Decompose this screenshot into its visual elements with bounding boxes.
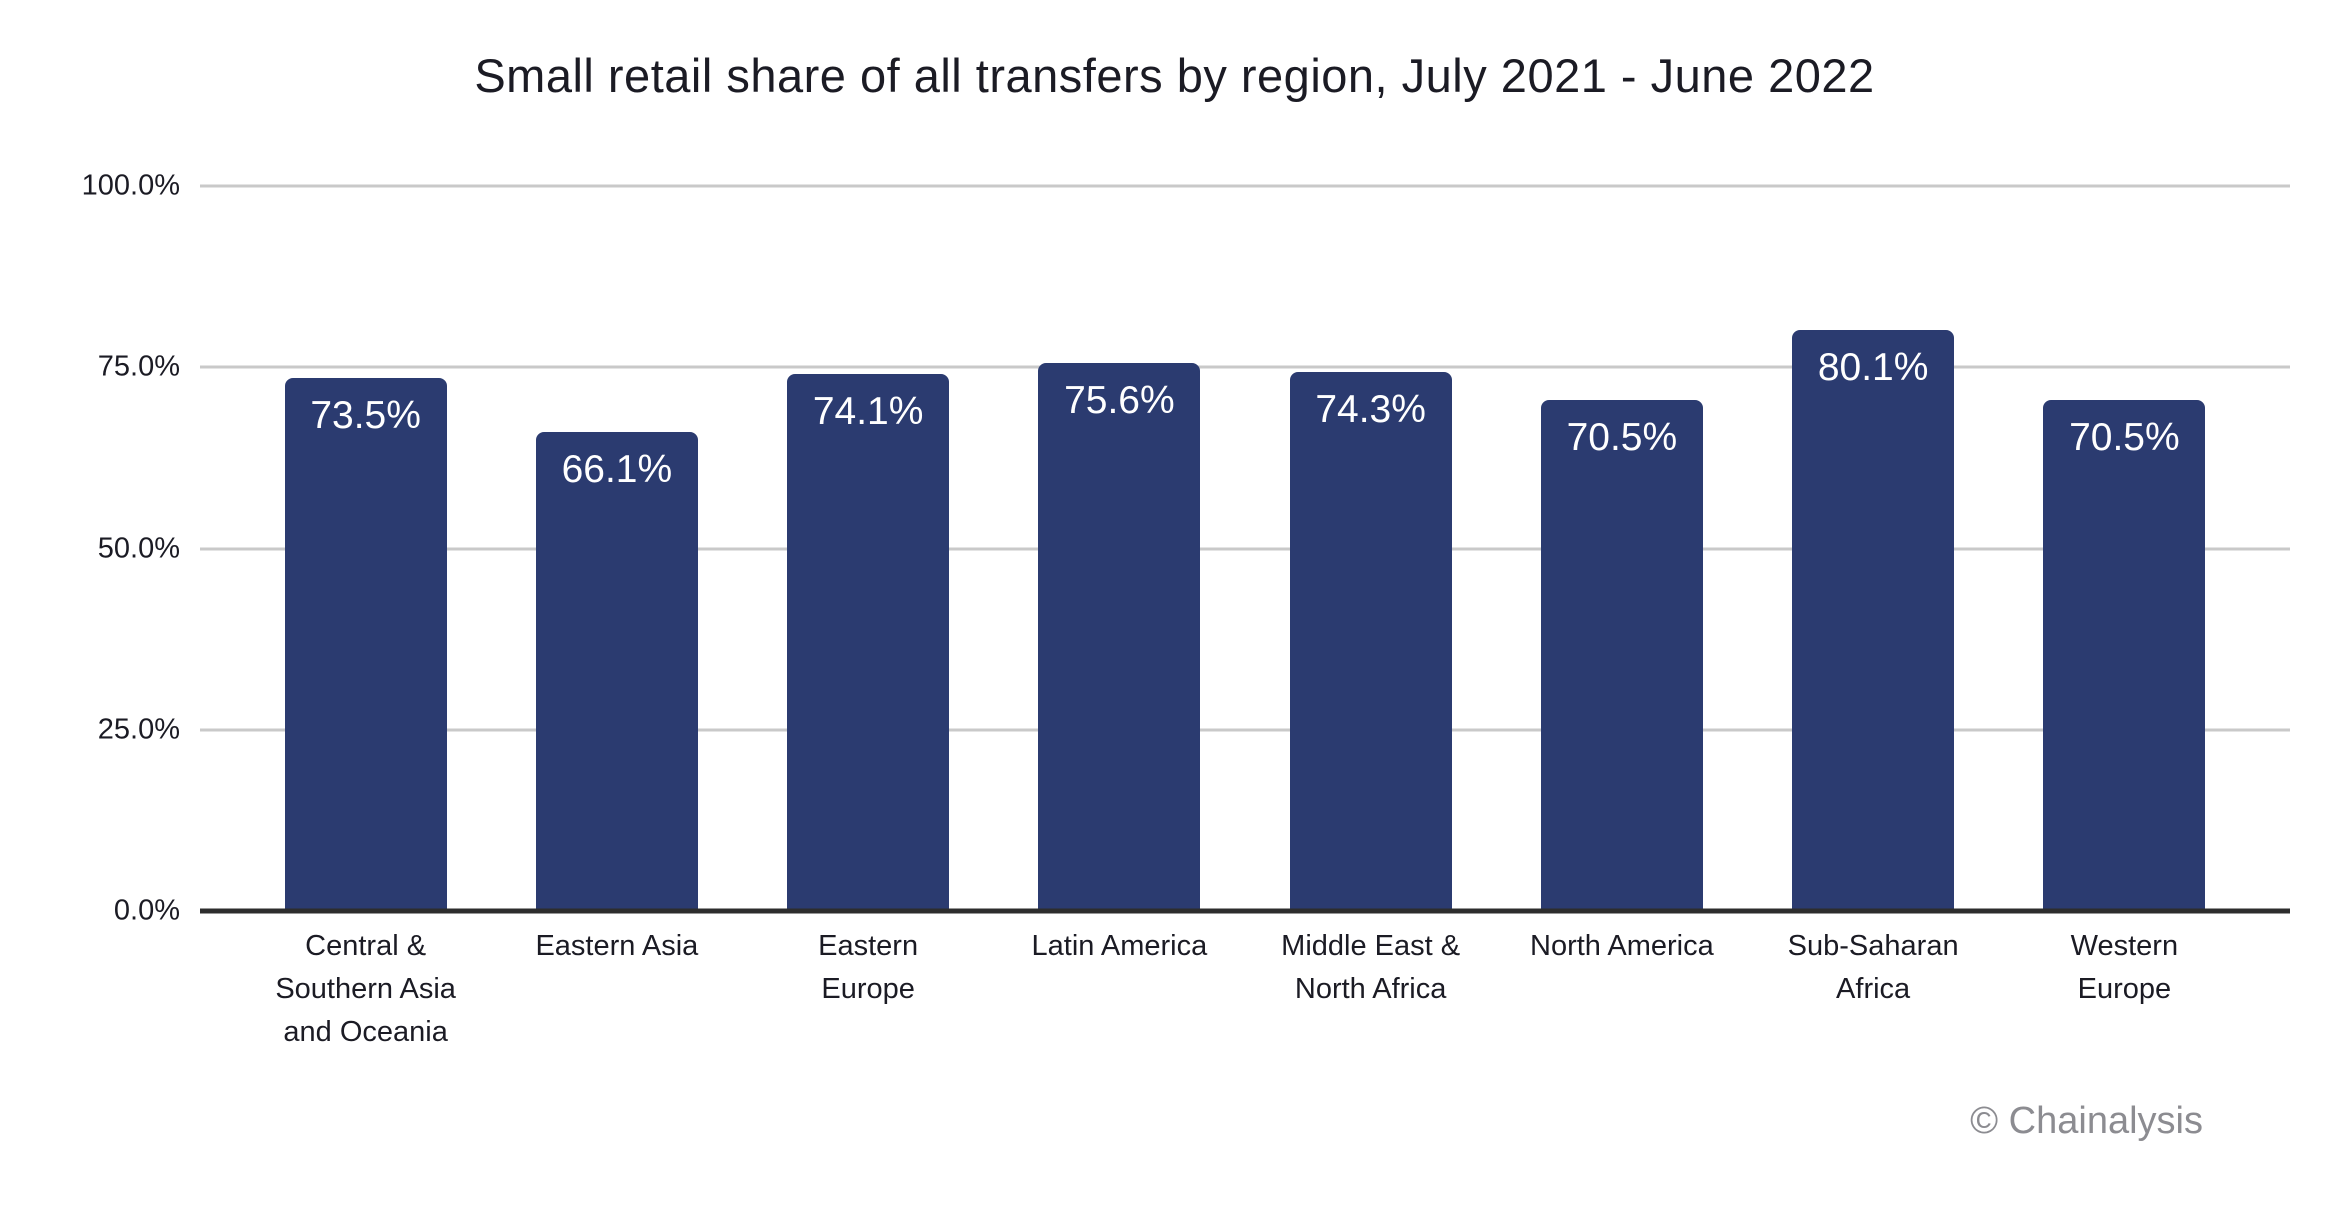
bar-2: 74.1% bbox=[787, 373, 950, 911]
plot-area: 73.5% 66.1% 74.1% 75.6% 74.3% 70.5% 80.1% 70.5% bbox=[200, 184, 2290, 914]
bar-5: 70.5% bbox=[1540, 399, 1703, 911]
y-tick-label: 100.0% bbox=[81, 169, 180, 202]
bar-value-label: 74.3% bbox=[1315, 388, 1426, 432]
x-category-label: Western Europe bbox=[1999, 925, 2250, 1054]
x-category-label-line: Eastern Asia bbox=[535, 930, 699, 962]
x-axis-line bbox=[200, 908, 2290, 914]
x-axis-labels: Central & Southern Asia and Oceania Eastern… bbox=[240, 925, 2250, 1054]
bar-slot: 70.5% bbox=[1999, 186, 2250, 911]
bar-slot: 80.1% bbox=[1748, 186, 1999, 911]
bar-6: 80.1% bbox=[1792, 330, 1955, 911]
x-category-label-line: Europe bbox=[821, 973, 915, 1005]
bar-7: 70.5% bbox=[2043, 399, 2206, 911]
bar-slot: 73.5% bbox=[240, 186, 491, 911]
x-category-label: Latin America bbox=[994, 925, 1245, 1054]
bar-0: 73.5% bbox=[284, 378, 447, 911]
x-category-label-line: Africa bbox=[1836, 973, 1911, 1005]
x-category-label-line: Central & bbox=[305, 930, 427, 962]
x-category-label: Eastern Europe bbox=[743, 925, 994, 1054]
y-tick-label: 75.0% bbox=[97, 350, 180, 383]
bar-value-label: 74.1% bbox=[812, 389, 924, 433]
y-tick-label: 50.0% bbox=[97, 532, 180, 564]
x-category-label-line: North Africa bbox=[1294, 973, 1447, 1005]
bar-slot: 75.6% bbox=[994, 186, 1245, 911]
bar-slot: 74.3% bbox=[1245, 186, 1496, 911]
x-category-label-line: North America bbox=[1530, 930, 1714, 962]
copyright-watermark: © Chainalysis bbox=[1970, 1100, 2203, 1142]
bar-value-label: 70.5% bbox=[2069, 415, 2180, 459]
x-category-label-line: Western bbox=[2070, 930, 2179, 962]
x-category-label-line: Eastern bbox=[818, 930, 919, 962]
grid-line bbox=[200, 184, 2290, 188]
y-axis-labels: 0.0% 25.0% 50.0% 75.0% 100.0% bbox=[30, 170, 180, 927]
x-category-label: North America bbox=[1496, 925, 1747, 1054]
x-category-label-line: Sub-Saharan bbox=[1787, 930, 1959, 962]
bar-4: 74.3% bbox=[1289, 372, 1452, 911]
x-category-label-line: Europe bbox=[2077, 973, 2172, 1005]
x-category-label: Eastern Asia bbox=[491, 925, 742, 1054]
chart-title: Small retail share of all transfers by r… bbox=[474, 49, 1875, 102]
bar-value-label: 80.1% bbox=[1817, 346, 1929, 390]
bar-3: 75.6% bbox=[1038, 362, 1201, 911]
grid-line bbox=[200, 547, 2290, 550]
x-category-label-line: Middle East & bbox=[1281, 930, 1461, 962]
bar-slot: 70.5% bbox=[1496, 186, 1747, 911]
bar-1: 66.1% bbox=[535, 431, 698, 911]
grid-line bbox=[200, 365, 2290, 369]
x-category-label-line: Southern Asia bbox=[275, 973, 456, 1005]
x-category-label-line: Latin America bbox=[1031, 930, 1208, 962]
grid-line bbox=[200, 728, 2290, 732]
bar-value-label: 70.5% bbox=[1566, 415, 1678, 459]
x-category-label: Middle East & North Africa bbox=[1245, 925, 1496, 1054]
bar-slot: 74.1% bbox=[743, 186, 994, 911]
bar-value-label: 73.5% bbox=[310, 394, 421, 438]
y-tick-label: 25.0% bbox=[97, 713, 180, 746]
gridlines-layer bbox=[200, 184, 2290, 914]
bars-layer: 73.5% 66.1% 74.1% 75.6% 74.3% 70.5% 80.1% 70.5% bbox=[240, 186, 2250, 911]
x-category-label: Sub-Saharan Africa bbox=[1748, 925, 1999, 1054]
x-category-label-line: and Oceania bbox=[283, 1016, 448, 1048]
x-category-label: Central & Southern Asia and Oceania bbox=[240, 925, 491, 1054]
bar-value-label: 75.6% bbox=[1064, 378, 1175, 422]
bar-value-label: 66.1% bbox=[561, 447, 673, 491]
y-tick-label: 0.0% bbox=[113, 894, 180, 927]
bar-slot: 66.1% bbox=[491, 186, 742, 911]
